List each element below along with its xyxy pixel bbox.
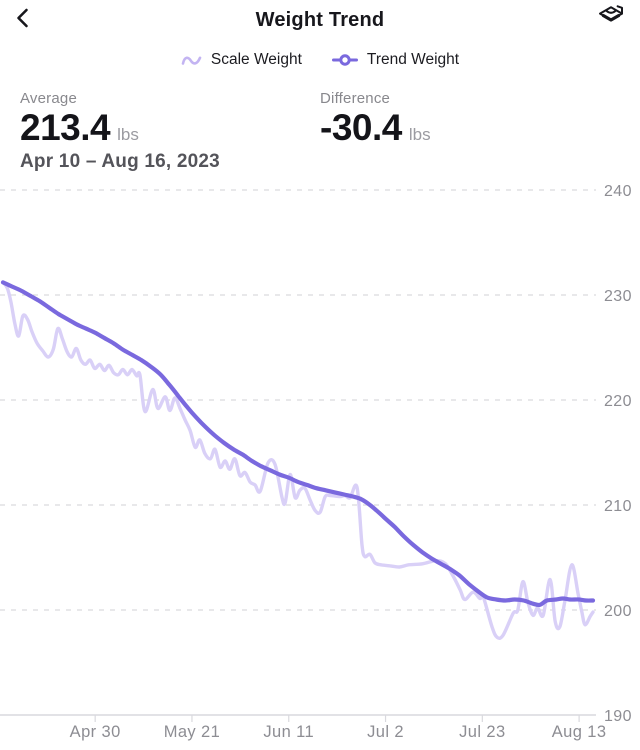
y-axis-label-230: 230 xyxy=(604,288,632,305)
average-value: 213.4 xyxy=(20,107,111,148)
series-scale-weight xyxy=(1,280,595,641)
x-axis-label-jul-2: Jul 2 xyxy=(367,723,404,741)
y-axis-label-210: 210 xyxy=(604,498,632,515)
x-axis-label-may-21: May 21 xyxy=(164,723,221,741)
y-axis-label-200: 200 xyxy=(604,603,632,620)
legend-item-scale-weight: Scale Weight xyxy=(181,51,302,69)
legend-label-trend-weight: Trend Weight xyxy=(366,51,460,68)
line-with-ring-icon xyxy=(331,54,358,66)
average-stat: Average 213.4 lbs Apr 10 – Aug 16, 2023 xyxy=(20,90,320,173)
x-axis-label-apr-30: Apr 30 xyxy=(70,723,121,741)
stats-row: Average 213.4 lbs Apr 10 – Aug 16, 2023 D… xyxy=(0,90,640,173)
chart-legend: Scale Weight Trend Weight xyxy=(0,48,640,72)
y-axis-label-240: 240 xyxy=(604,183,632,200)
x-axis-label-aug-13: Aug 13 xyxy=(552,723,607,741)
graduation-cap-icon xyxy=(599,4,623,22)
x-axis-label-jun-11: Jun 11 xyxy=(263,723,314,741)
wave-line-icon xyxy=(181,56,202,65)
legend-item-trend-weight: Trend Weight xyxy=(331,51,460,69)
x-axis-label-jul-23: Jul 23 xyxy=(459,723,505,741)
difference-value: -30.4 xyxy=(320,107,402,148)
legend-label-scale-weight: Scale Weight xyxy=(210,51,302,68)
top-bar: Weight Trend xyxy=(0,0,640,37)
series-trend-weight xyxy=(0,280,596,608)
average-unit: lbs xyxy=(117,125,139,144)
date-range: Apr 10 – Aug 16, 2023 xyxy=(20,150,220,172)
learn-button[interactable] xyxy=(591,1,631,34)
back-button[interactable] xyxy=(12,3,48,33)
difference-stat: Difference -30.4 lbs xyxy=(320,90,620,173)
page-title: Weight Trend xyxy=(255,8,385,31)
chevron-left-icon xyxy=(17,8,28,28)
y-axis-label-190: 190 xyxy=(604,708,632,725)
average-label: Average xyxy=(20,90,77,107)
difference-unit: lbs xyxy=(408,125,431,144)
difference-label: Difference xyxy=(320,90,391,107)
y-axis-label-220: 220 xyxy=(604,393,632,410)
